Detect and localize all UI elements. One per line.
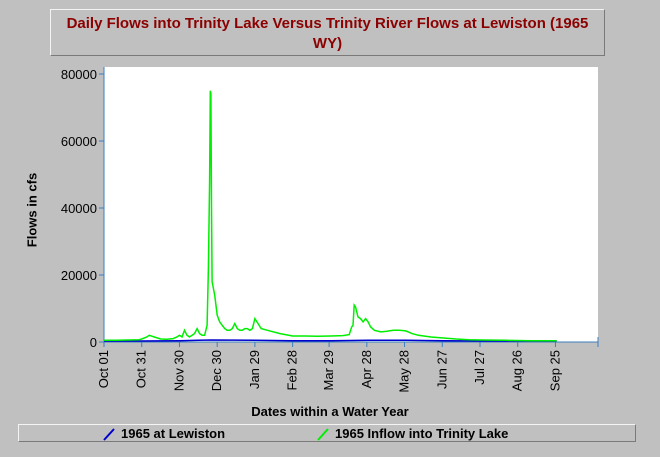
x-tick-label-1: Oct 31 [134, 350, 149, 388]
legend: 1965 at Lewiston 1965 Inflow into Trinit… [18, 424, 636, 442]
x-tick-label-3: Dec 30 [209, 350, 224, 391]
y-tick-label-1: 20000 [61, 268, 97, 283]
x-axis-label: Dates within a Water Year [251, 404, 409, 419]
y-tick-label-3: 60000 [61, 134, 97, 149]
x-tick-label-5: Feb 28 [285, 350, 300, 390]
x-tick-label-8: May 28 [397, 350, 412, 393]
y-tick-label-2: 40000 [61, 201, 97, 216]
y-tick-label-0: 0 [90, 335, 97, 350]
legend-label-inflow: 1965 Inflow into Trinity Lake [335, 426, 509, 441]
plot-background [104, 67, 598, 342]
series-line-1 [104, 90, 557, 342]
x-tick-label-0: Oct 01 [96, 350, 111, 388]
x-tick-label-12: Sep 25 [547, 350, 562, 391]
chart-title: Daily Flows into Trinity Lake Versus Tri… [50, 9, 605, 56]
series-line-0 [104, 339, 557, 342]
x-tick-label-6: Mar 29 [321, 350, 336, 390]
legend-swatch-lewiston [103, 427, 115, 441]
x-tick-label-9: Jun 27 [434, 350, 449, 389]
x-tick-label-11: Aug 26 [510, 350, 525, 391]
legend-swatch-inflow [317, 427, 329, 441]
y-axis-label: Flows in cfs [24, 172, 40, 248]
legend-label-lewiston: 1965 at Lewiston [121, 426, 226, 441]
x-tick-label-7: Apr 28 [359, 350, 374, 388]
legend-item-inflow: 1965 Inflow into Trinity Lake [317, 426, 508, 441]
legend-item-lewiston: 1965 at Lewiston [103, 426, 225, 441]
x-tick-label-2: Nov 30 [171, 350, 186, 391]
x-tick-label-4: Jan 29 [247, 350, 262, 389]
y-tick-label-4: 80000 [61, 67, 97, 82]
x-tick-label-10: Jul 27 [472, 350, 487, 385]
